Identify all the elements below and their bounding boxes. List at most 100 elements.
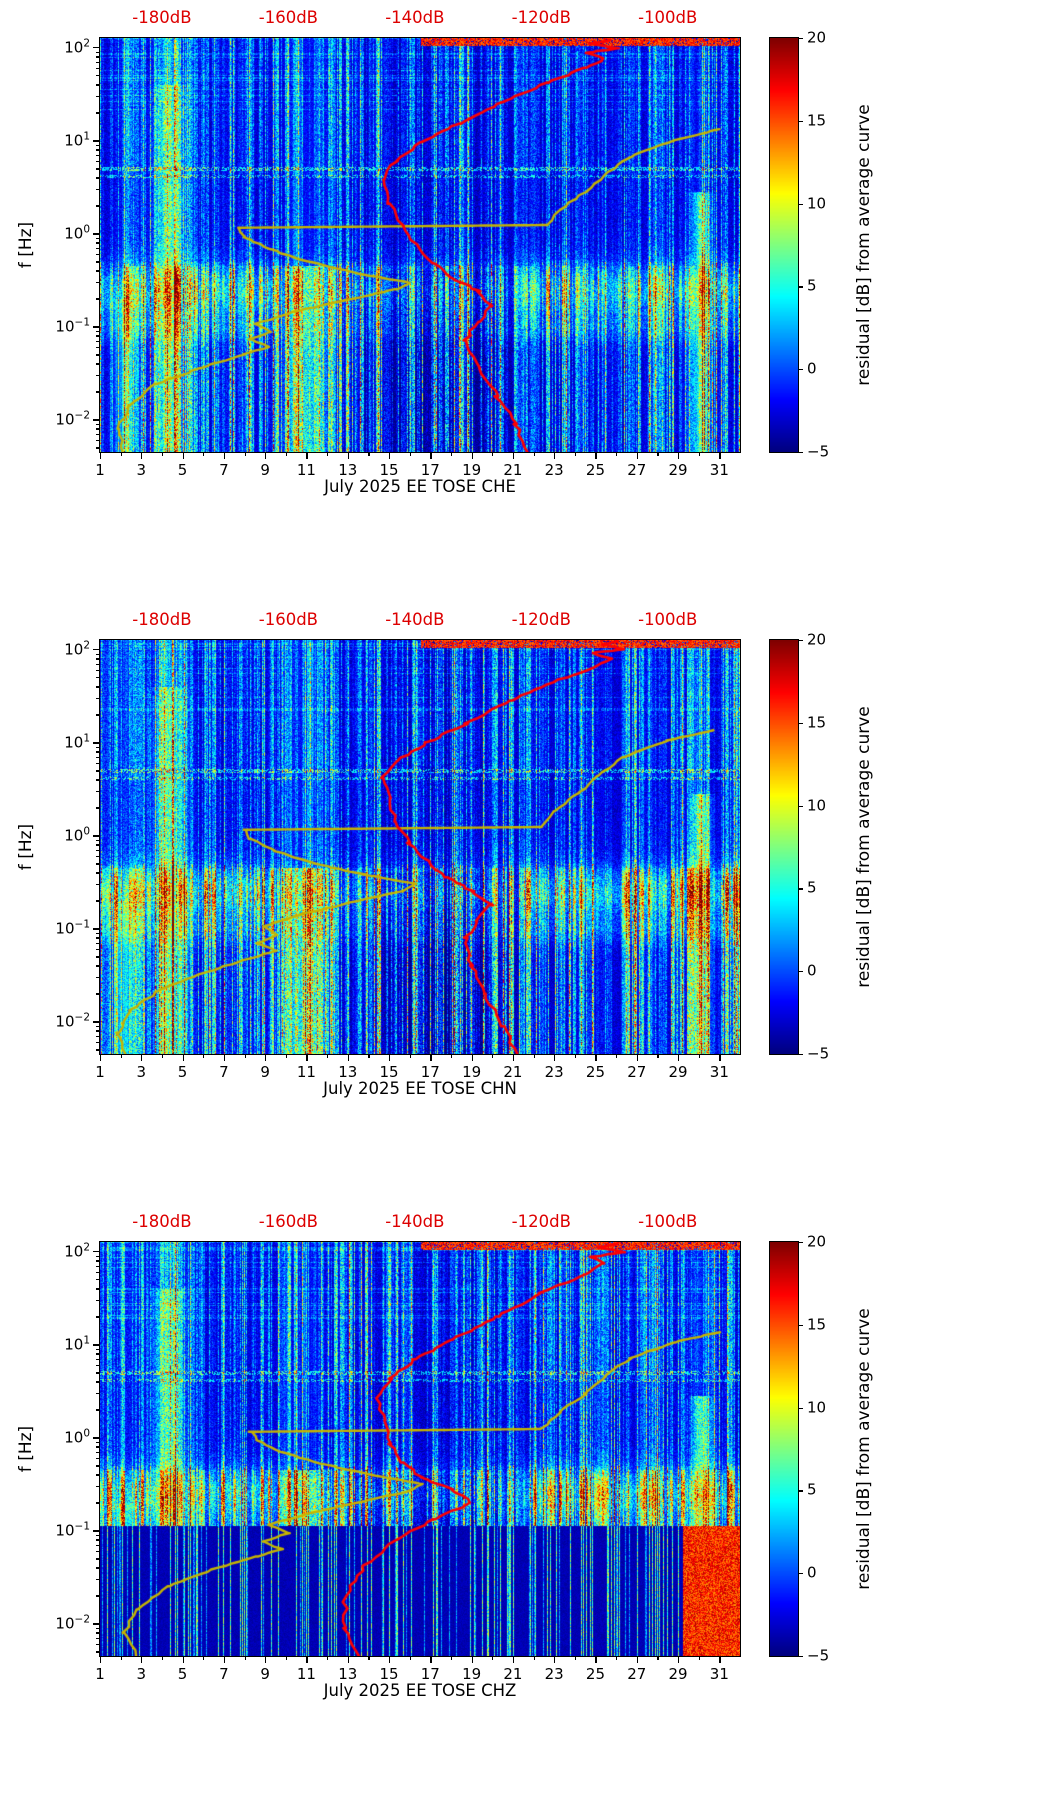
- tick-mark: [96, 1279, 100, 1281]
- x-tick-label: 15: [379, 461, 399, 479]
- tick-mark: [554, 1054, 556, 1061]
- y-tick-label: 101: [64, 732, 90, 752]
- top-db-label: -100dB: [638, 610, 698, 629]
- tick-mark: [96, 391, 100, 393]
- tick-mark: [96, 697, 100, 700]
- spectrogram-canvas: [100, 640, 740, 1054]
- tick-mark: [96, 205, 100, 207]
- tick-mark: [595, 1656, 597, 1663]
- tick-mark: [93, 1021, 100, 1023]
- tick-mark: [450, 1054, 453, 1058]
- colorbar-frame: [769, 639, 799, 1055]
- tick-mark: [798, 1573, 803, 1575]
- tick-mark: [657, 1054, 659, 1058]
- colorbar-canvas: [770, 38, 798, 452]
- x-tick-label: 29: [668, 461, 688, 479]
- tick-mark: [93, 419, 100, 421]
- colorbar-tick-label: 10: [807, 194, 827, 213]
- tick-mark: [306, 452, 308, 459]
- tick-mark: [96, 884, 100, 886]
- x-axis-title: July 2025 EE TOSE CHZ: [323, 1681, 517, 1700]
- tick-mark: [96, 1364, 100, 1367]
- top-db-label: -180dB: [132, 8, 192, 27]
- tick-mark: [798, 971, 803, 973]
- y-tick-label: 101: [64, 130, 90, 150]
- tick-mark: [120, 1656, 122, 1660]
- tick-mark: [574, 1054, 577, 1058]
- tick-mark: [554, 1656, 556, 1663]
- tick-mark: [96, 1474, 100, 1476]
- tick-mark: [96, 112, 100, 114]
- colorbar-tick-label: 20: [807, 630, 827, 649]
- y-tick-label: 100: [64, 825, 90, 845]
- tick-mark: [203, 452, 205, 456]
- top-db-label: -120dB: [511, 8, 571, 27]
- tick-mark: [719, 1656, 721, 1663]
- tick-mark: [96, 977, 100, 979]
- top-db-label: -160dB: [258, 1212, 318, 1231]
- tick-mark: [96, 1288, 100, 1290]
- tick-mark: [96, 658, 100, 660]
- tick-mark: [93, 928, 100, 930]
- x-tick-label: 27: [627, 461, 647, 479]
- tick-mark: [96, 993, 100, 995]
- colorbar-tick-label: 0: [807, 359, 817, 378]
- tick-mark: [161, 1656, 164, 1660]
- colorbar-frame: [769, 37, 799, 453]
- tick-mark: [492, 1656, 494, 1660]
- tick-mark: [96, 282, 100, 284]
- colorbar-canvas: [770, 1242, 798, 1656]
- tick-mark: [96, 433, 100, 436]
- tick-mark: [450, 452, 453, 456]
- tick-mark: [100, 452, 102, 459]
- tick-mark: [798, 640, 803, 642]
- top-db-label: -140dB: [385, 610, 445, 629]
- top-db-label: -100dB: [638, 8, 698, 27]
- tick-mark: [96, 942, 100, 944]
- tick-mark: [96, 1632, 100, 1634]
- colorbar-tick-label: 10: [807, 796, 827, 815]
- tick-mark: [96, 1539, 100, 1541]
- tick-mark: [798, 286, 803, 288]
- x-tick-label: 5: [177, 1063, 188, 1081]
- x-tick-label: 23: [544, 461, 564, 479]
- tick-mark: [409, 1054, 411, 1058]
- tick-mark: [244, 452, 246, 456]
- panel-chn: f [Hz] July 2025 EE TOSE CHN residual [d…: [0, 602, 1052, 1204]
- tick-mark: [96, 67, 100, 70]
- tick-mark: [93, 1623, 100, 1625]
- x-tick-label: 5: [177, 461, 188, 479]
- tick-mark: [554, 452, 556, 459]
- tick-mark: [96, 1255, 100, 1257]
- x-tick-label: 7: [219, 1063, 229, 1081]
- tick-mark: [96, 1316, 100, 1318]
- tick-mark: [798, 203, 803, 205]
- tick-mark: [96, 762, 100, 765]
- tick-mark: [244, 1656, 246, 1660]
- tick-mark: [698, 1054, 700, 1058]
- tick-mark: [798, 452, 803, 454]
- tick-mark: [96, 347, 100, 349]
- tick-mark: [265, 1054, 267, 1061]
- tick-mark: [96, 1265, 100, 1267]
- tick-mark: [96, 1579, 100, 1581]
- y-axis-label: f [Hz]: [16, 823, 36, 871]
- tick-mark: [492, 1054, 494, 1058]
- tick-mark: [96, 61, 100, 63]
- tick-mark: [306, 1054, 308, 1061]
- x-tick-label: 3: [136, 1665, 147, 1683]
- tick-mark: [244, 1054, 246, 1058]
- panel-chz: f [Hz] July 2025 EE TOSE CHZ residual [d…: [0, 1204, 1052, 1806]
- colorbar-tick-label: −5: [807, 1044, 830, 1063]
- x-tick-label: 5: [177, 1665, 188, 1683]
- y-axis-label: f [Hz]: [16, 221, 36, 269]
- tick-mark: [798, 888, 803, 890]
- tick-mark: [96, 807, 100, 809]
- tick-mark: [96, 849, 100, 851]
- tick-mark: [96, 900, 100, 902]
- tick-mark: [100, 1656, 102, 1663]
- colorbar-tick-label: 5: [807, 1480, 817, 1499]
- tick-mark: [96, 686, 100, 688]
- tick-mark: [96, 330, 100, 332]
- x-tick-label: 21: [503, 461, 523, 479]
